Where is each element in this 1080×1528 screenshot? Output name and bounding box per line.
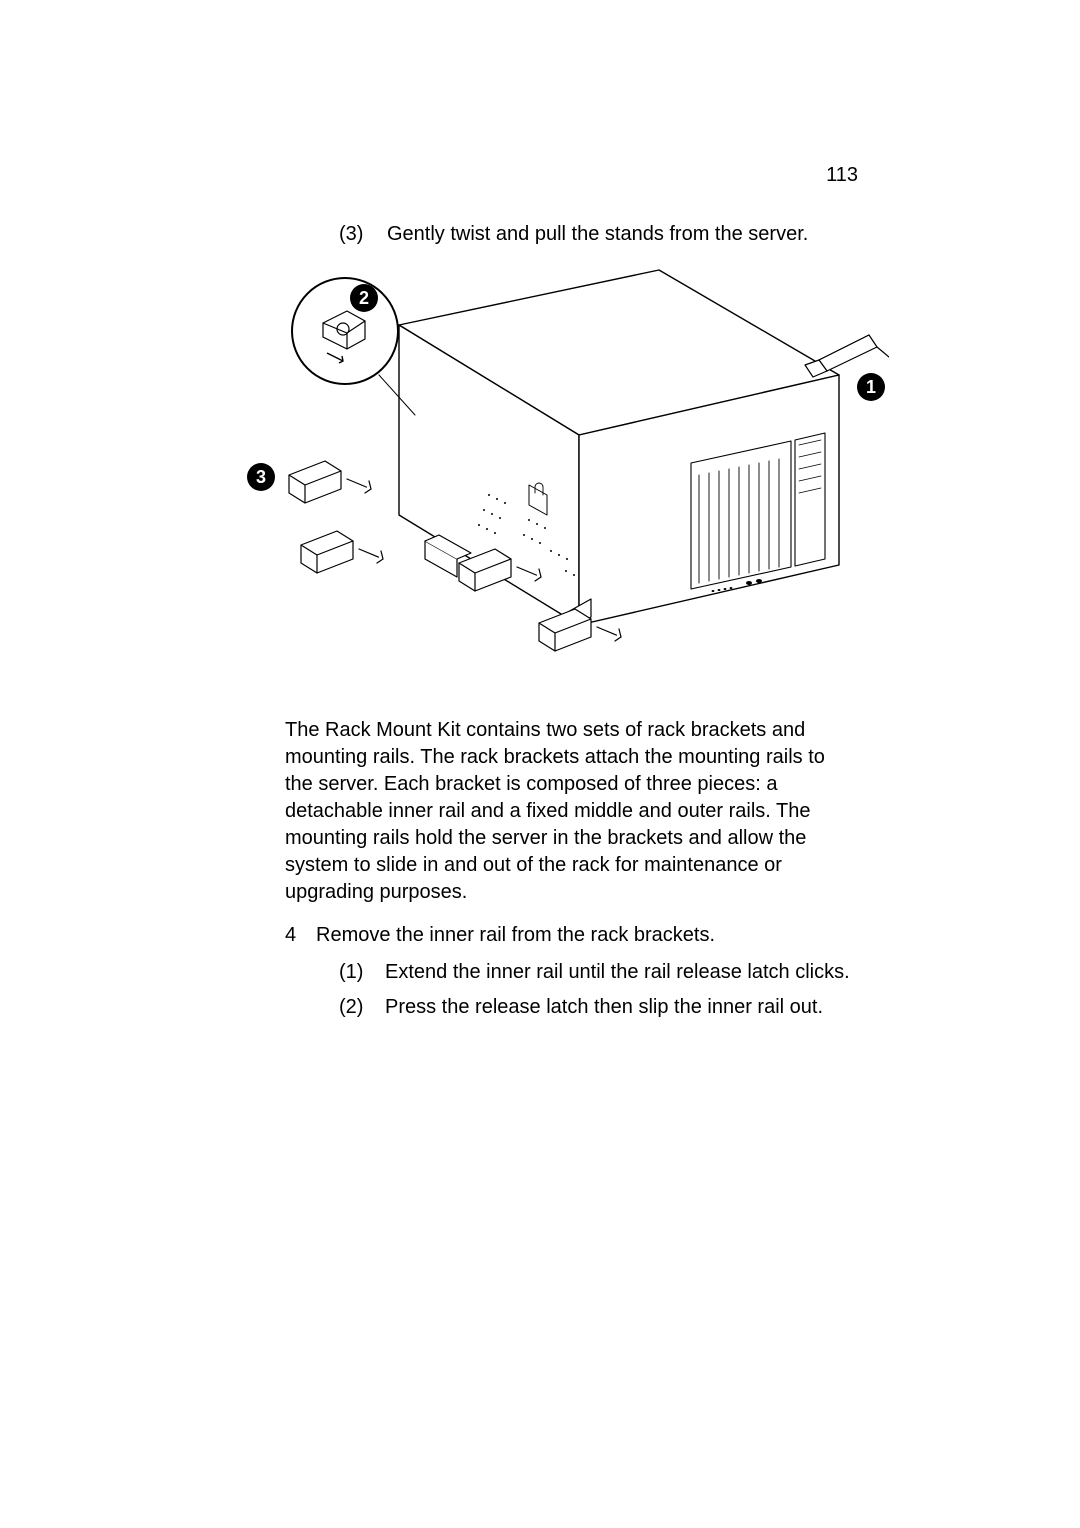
substep-2-number: (2) [339, 994, 385, 1021]
step-3: (3) Gently twist and pull the stands fro… [339, 221, 855, 247]
detail-inner-svg [293, 279, 397, 383]
content-block: (3) Gently twist and pull the stands fro… [285, 221, 855, 1029]
page-number: 113 [826, 164, 858, 187]
step-3-text: Gently twist and pull the stands from th… [387, 221, 808, 247]
callout-2: 2 [350, 284, 378, 312]
detail-circle [291, 277, 399, 385]
callout-3: 3 [247, 463, 275, 491]
step-4-number: 4 [285, 922, 316, 949]
substep-1-number: (1) [339, 959, 385, 986]
figure: 1 2 3 [229, 265, 889, 685]
step-4-text: Remove the inner rail from the rack brac… [316, 922, 715, 949]
rack-mount-paragraph: The Rack Mount Kit contains two sets of … [285, 717, 855, 906]
callout-1: 1 [857, 373, 885, 401]
substep-2-text: Press the release latch then slip the in… [385, 994, 823, 1021]
step-4: 4 Remove the inner rail from the rack br… [285, 922, 855, 949]
substep-2: (2) Press the release latch then slip th… [339, 994, 855, 1021]
substep-1-text: Extend the inner rail until the rail rel… [385, 959, 850, 986]
substep-1: (1) Extend the inner rail until the rail… [339, 959, 855, 986]
step-3-number: (3) [339, 221, 387, 247]
page: 113 (3) Gently twist and pull the stands… [0, 0, 1080, 1528]
